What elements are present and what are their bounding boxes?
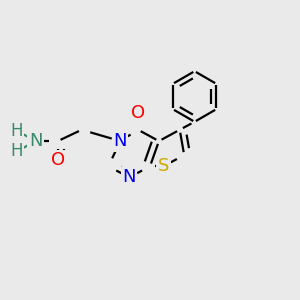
Text: H: H <box>11 142 23 160</box>
Text: O: O <box>51 152 65 169</box>
Text: O: O <box>131 104 145 122</box>
Text: N: N <box>113 132 127 150</box>
Text: N: N <box>122 168 136 186</box>
Text: N: N <box>29 132 42 150</box>
Text: H: H <box>11 122 23 140</box>
Text: S: S <box>158 157 169 175</box>
